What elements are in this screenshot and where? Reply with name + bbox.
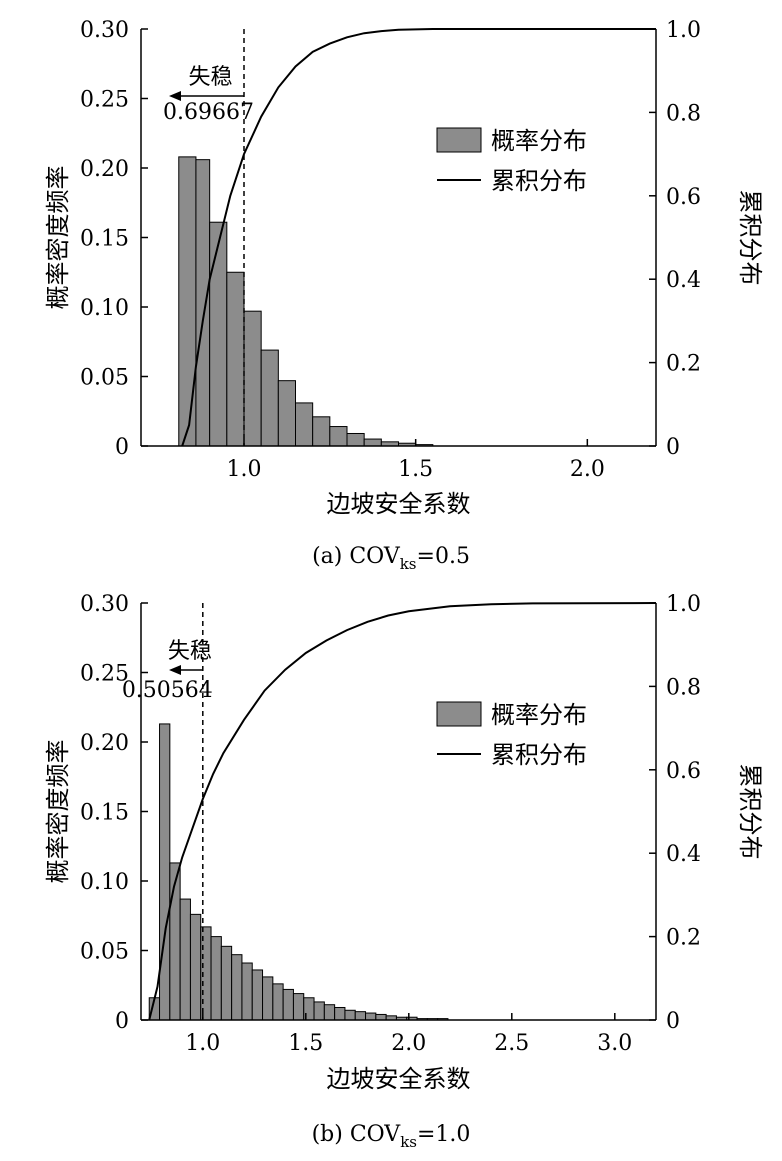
y2-tick-label: 1.0 bbox=[666, 18, 701, 43]
histogram-bar bbox=[329, 426, 348, 447]
histogram-bar bbox=[375, 1013, 387, 1021]
histogram-bar bbox=[354, 1011, 367, 1021]
cumulative-line bbox=[148, 602, 657, 1021]
y-tick-label: 0 bbox=[115, 1009, 129, 1034]
histogram-bar bbox=[243, 310, 262, 447]
histogram-bar bbox=[323, 1004, 336, 1021]
histogram-bar bbox=[346, 432, 365, 447]
y2-tick-label: 0.6 bbox=[666, 759, 701, 784]
histogram-bar bbox=[282, 988, 294, 1021]
x-tick-label: 2.0 bbox=[570, 457, 605, 482]
histogram-bar bbox=[159, 723, 171, 1021]
caption-suffix: =1.0 bbox=[417, 1122, 470, 1147]
y2-tick-label: 0.2 bbox=[666, 926, 701, 951]
y-tick-label: 0.10 bbox=[80, 870, 129, 895]
panel-caption: (b) COVks=1.0 bbox=[312, 1122, 471, 1151]
histogram-bar bbox=[313, 1001, 325, 1021]
caption-main: (b) COV bbox=[312, 1122, 402, 1147]
annotation-label: 失稳 bbox=[168, 639, 212, 664]
chart-panel-a: 1.0 1.5 2.0 0 0.05 0.10 0.15 0.20 0.25 0.30 0 0.2 0.… bbox=[44, 18, 764, 573]
y-tick-label: 0.30 bbox=[80, 18, 129, 43]
legend-swatch-bar bbox=[436, 701, 482, 727]
x-tick-label: 3.0 bbox=[597, 1031, 632, 1056]
y2-tick-label: 0.8 bbox=[666, 675, 701, 700]
x-tick-label: 1.5 bbox=[288, 1031, 323, 1056]
caption-suffix: =0.5 bbox=[417, 544, 470, 569]
y2-axis-label: 累积分布 bbox=[736, 764, 764, 860]
y2-tick-label: 0.2 bbox=[666, 352, 701, 377]
legend-swatch-bar bbox=[436, 127, 482, 153]
y-axis-label: 概率密度频率 bbox=[44, 166, 72, 310]
annotation-arrow-head-icon bbox=[169, 665, 181, 675]
histogram-bar bbox=[334, 1006, 346, 1021]
x-axis-label: 边坡安全系数 bbox=[327, 490, 471, 518]
y-tick-label: 0.15 bbox=[80, 227, 129, 252]
x-tick-label: 1.0 bbox=[227, 457, 262, 482]
histogram-bar bbox=[277, 380, 297, 447]
histogram-bar bbox=[260, 349, 279, 447]
histogram-bar bbox=[189, 913, 202, 1021]
caption-subscript: ks bbox=[400, 555, 417, 573]
y-axis-label: 概率密度频率 bbox=[44, 740, 72, 884]
legend-label-cumulative: 累积分布 bbox=[491, 741, 587, 769]
caption-subscript: ks bbox=[400, 1133, 417, 1151]
y-tick-label: 0.25 bbox=[80, 88, 129, 113]
legend-label-histogram: 概率分布 bbox=[491, 127, 587, 155]
y2-tick-label: 1.0 bbox=[666, 592, 701, 617]
panel-caption: (a) COVks=0.5 bbox=[312, 544, 470, 573]
y-tick-label: 0.25 bbox=[80, 662, 129, 687]
y2-tick-label: 0.6 bbox=[666, 185, 701, 210]
annotation-arrow-head-icon bbox=[169, 91, 181, 101]
y-tick-label: 0.05 bbox=[80, 940, 129, 965]
histogram-bar bbox=[209, 221, 228, 447]
histogram-bar bbox=[365, 1012, 377, 1021]
y-tick-label: 0.30 bbox=[80, 592, 129, 617]
histogram-bar bbox=[220, 945, 233, 1021]
legend-label-histogram: 概率分布 bbox=[491, 701, 587, 729]
y2-tick-label: 0.8 bbox=[666, 101, 701, 126]
histogram-bar bbox=[241, 962, 253, 1021]
y-tick-label: 0.20 bbox=[80, 157, 129, 182]
x-tick-label: 2.5 bbox=[494, 1031, 529, 1056]
annotation-label: 失稳 bbox=[188, 65, 232, 90]
histogram-bar bbox=[179, 898, 191, 1021]
y2-tick-label: 0.4 bbox=[666, 842, 701, 867]
histogram-bar bbox=[344, 1009, 356, 1021]
y2-tick-label: 0 bbox=[666, 435, 680, 460]
x-tick-label: 1.5 bbox=[398, 457, 433, 482]
y-tick-label: 0.15 bbox=[80, 801, 129, 826]
histogram-bar bbox=[292, 993, 305, 1021]
y-tick-label: 0.20 bbox=[80, 731, 129, 756]
histogram-bar bbox=[178, 156, 197, 447]
chart-panel-b: 1.0 1.5 2.0 2.5 3.000.050.100.150.200.250.30… bbox=[44, 592, 764, 1151]
caption-main: (a) COV bbox=[312, 544, 401, 569]
legend-label-cumulative: 累积分布 bbox=[491, 167, 587, 195]
y2-tick-label: 0.4 bbox=[666, 268, 701, 293]
y2-tick-label: 0 bbox=[666, 1009, 680, 1034]
y2-axis-label: 累积分布 bbox=[736, 190, 764, 286]
histogram-bar bbox=[226, 271, 245, 447]
x-tick-label: 2.0 bbox=[391, 1031, 426, 1056]
cumulative-line bbox=[181, 28, 656, 447]
annotation-value: 0.69667 bbox=[163, 100, 254, 125]
histogram-bar bbox=[231, 954, 243, 1021]
y-tick-label: 0 bbox=[115, 435, 129, 460]
annotation-value: 0.50564 bbox=[122, 678, 213, 703]
histogram-bar bbox=[262, 976, 274, 1021]
x-axis-label: 边坡安全系数 bbox=[327, 1065, 471, 1093]
histogram-bar bbox=[295, 402, 314, 447]
y-tick-label: 0.10 bbox=[80, 296, 129, 321]
histogram-bar bbox=[363, 438, 382, 447]
histogram-bar bbox=[251, 969, 264, 1021]
histogram-bar bbox=[272, 983, 284, 1021]
histogram-bar bbox=[210, 936, 222, 1021]
histogram-bar bbox=[312, 416, 331, 447]
y-tick-label: 0.05 bbox=[80, 366, 129, 391]
x-tick-label: 1.0 bbox=[185, 1031, 220, 1056]
histogram-bar bbox=[195, 159, 211, 447]
